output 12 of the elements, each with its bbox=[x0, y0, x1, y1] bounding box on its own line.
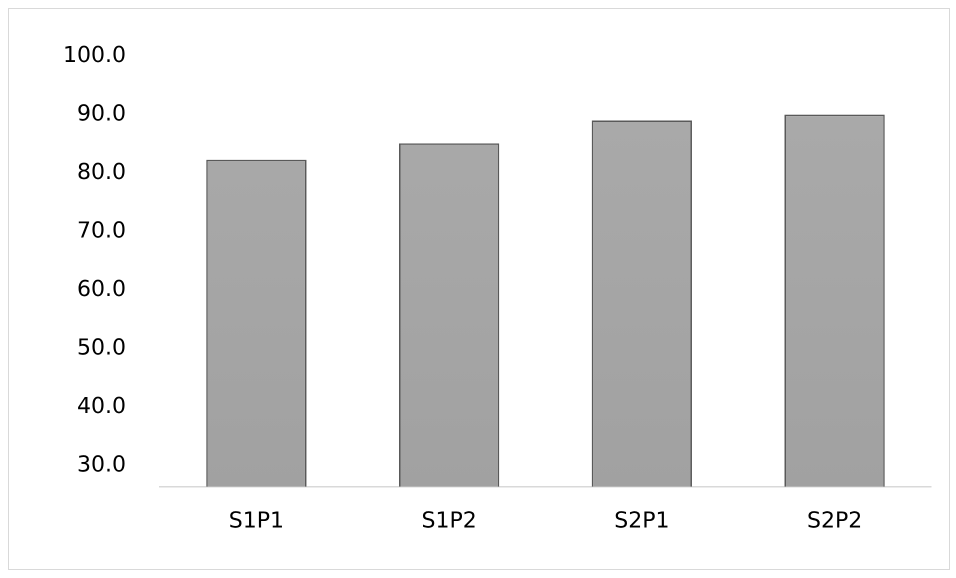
y-tick-label: 90.0 bbox=[76, 101, 126, 126]
y-tick-label: 30.0 bbox=[76, 452, 126, 478]
y-tick-label: 50.0 bbox=[76, 335, 126, 360]
y-tick-label: 60.0 bbox=[76, 276, 126, 302]
y-tick-label: 100.0 bbox=[62, 42, 126, 68]
x-tick-label: S2P1 bbox=[614, 508, 670, 534]
y-tick-label: 70.0 bbox=[76, 218, 126, 244]
x-tick-label: S2P2 bbox=[807, 508, 862, 534]
x-tick-label: S1P2 bbox=[421, 508, 477, 534]
y-tick-label: 40.0 bbox=[76, 394, 126, 419]
y-tick-label: 80.0 bbox=[76, 160, 126, 185]
x-tick-label: S1P1 bbox=[228, 508, 284, 534]
